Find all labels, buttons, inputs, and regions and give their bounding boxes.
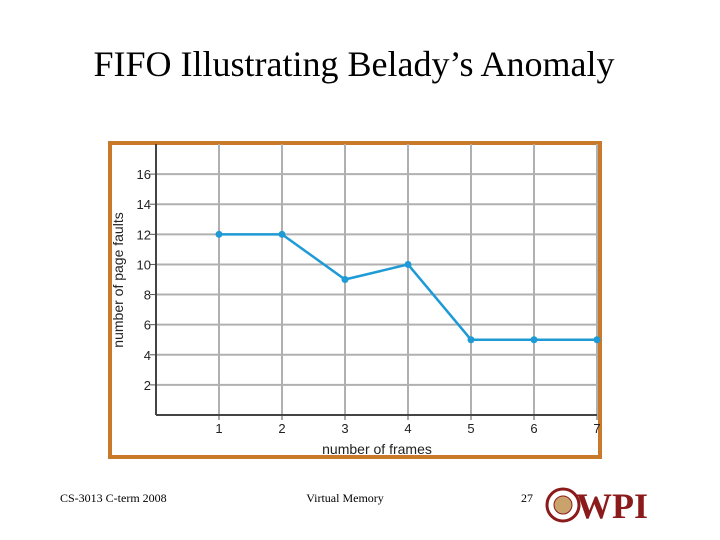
chart-frame bbox=[108, 141, 602, 459]
data-point bbox=[467, 336, 475, 344]
page-number: 27 bbox=[521, 491, 533, 505]
data-point bbox=[215, 230, 223, 238]
data-point bbox=[593, 336, 601, 344]
x-tick-label: 2 bbox=[278, 421, 285, 436]
x-tick-label: 3 bbox=[341, 421, 348, 436]
y-tick-label: 2 bbox=[144, 378, 151, 393]
y-tick-label: 16 bbox=[137, 167, 151, 182]
data-point bbox=[404, 260, 412, 268]
data-point bbox=[341, 276, 349, 283]
slide-title: FIFO Illustrating Belady’s Anomaly bbox=[94, 44, 615, 84]
x-tick-label: 7 bbox=[593, 421, 600, 436]
y-axis-label: number of page faults bbox=[110, 212, 126, 347]
y-tick-label: 8 bbox=[144, 288, 151, 303]
footer-center: Virtual Memory bbox=[306, 491, 384, 505]
y-tick-label: 12 bbox=[137, 227, 151, 242]
data-point bbox=[530, 336, 538, 344]
logo: WPI bbox=[576, 486, 648, 526]
y-tick-label: 6 bbox=[144, 318, 151, 333]
y-tick-label: 10 bbox=[137, 257, 151, 272]
x-tick-label: 6 bbox=[530, 421, 537, 436]
x-tick-label: 1 bbox=[215, 421, 222, 436]
y-tick-label: 4 bbox=[144, 348, 151, 363]
data-point bbox=[278, 230, 286, 238]
y-tick-label: 14 bbox=[137, 197, 151, 212]
x-axis-label: number of frames bbox=[322, 441, 432, 457]
seal-center bbox=[553, 495, 573, 515]
x-tick-label: 5 bbox=[467, 421, 474, 436]
x-tick-label: 4 bbox=[404, 421, 411, 436]
footer-left: CS-3013 C-term 2008 bbox=[60, 491, 167, 505]
